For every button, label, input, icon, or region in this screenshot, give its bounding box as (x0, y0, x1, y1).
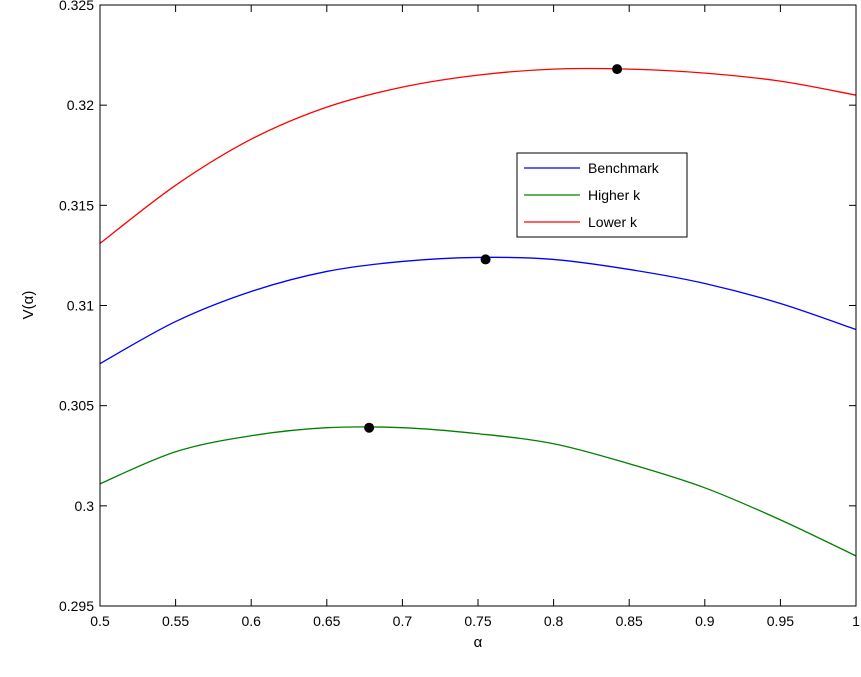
x-tick-label: 0.75 (464, 613, 491, 629)
series-line-benchmark (99, 256, 857, 365)
y-axis-label: V(α) (20, 291, 37, 320)
y-tick-label: 0.315 (59, 197, 94, 213)
y-tick-label: 0.32 (67, 97, 94, 113)
y-tick-label: 0.325 (59, 0, 94, 13)
series-line-higher-k (99, 426, 857, 557)
x-tick-label: 0.65 (313, 613, 340, 629)
x-tick-label: 0.9 (695, 613, 715, 629)
legend-benchmark-label: Benchmark (588, 160, 660, 176)
x-tick-label: 0.55 (162, 613, 189, 629)
x-tick-label: 0.8 (544, 613, 564, 629)
x-tick-label: 0.5 (90, 613, 110, 629)
x-tick-label: 0.85 (616, 613, 643, 629)
plot-area (100, 5, 856, 606)
legend-higher-k-label: Higher k (588, 187, 641, 203)
x-tick-label: 0.95 (767, 613, 794, 629)
x-axis-label: α (474, 634, 483, 651)
y-tick-label: 0.295 (59, 598, 94, 614)
max-marker-higher-k (364, 422, 375, 433)
series-line-lower-k (99, 67, 857, 244)
y-tick-label: 0.31 (67, 298, 94, 314)
y-tick-label: 0.3 (75, 498, 95, 514)
x-tick-label: 0.7 (393, 613, 413, 629)
axis-ticks: 0.5 0.55 0.6 0.65 0.7 0.75 0.8 0.85 0.9 0.95 1 0.29… (59, 0, 860, 629)
max-markers (364, 64, 623, 433)
x-tick-label: 0.6 (241, 613, 261, 629)
max-marker-lower-k (612, 64, 623, 75)
max-marker-benchmark (480, 254, 491, 265)
x-tick-label: 1 (852, 613, 860, 629)
legend: Benchmark Higher k Lower k (516, 152, 688, 238)
legend-lower-k-label: Lower k (588, 214, 638, 230)
series-lines (99, 67, 857, 557)
y-tick-label: 0.305 (59, 398, 94, 414)
